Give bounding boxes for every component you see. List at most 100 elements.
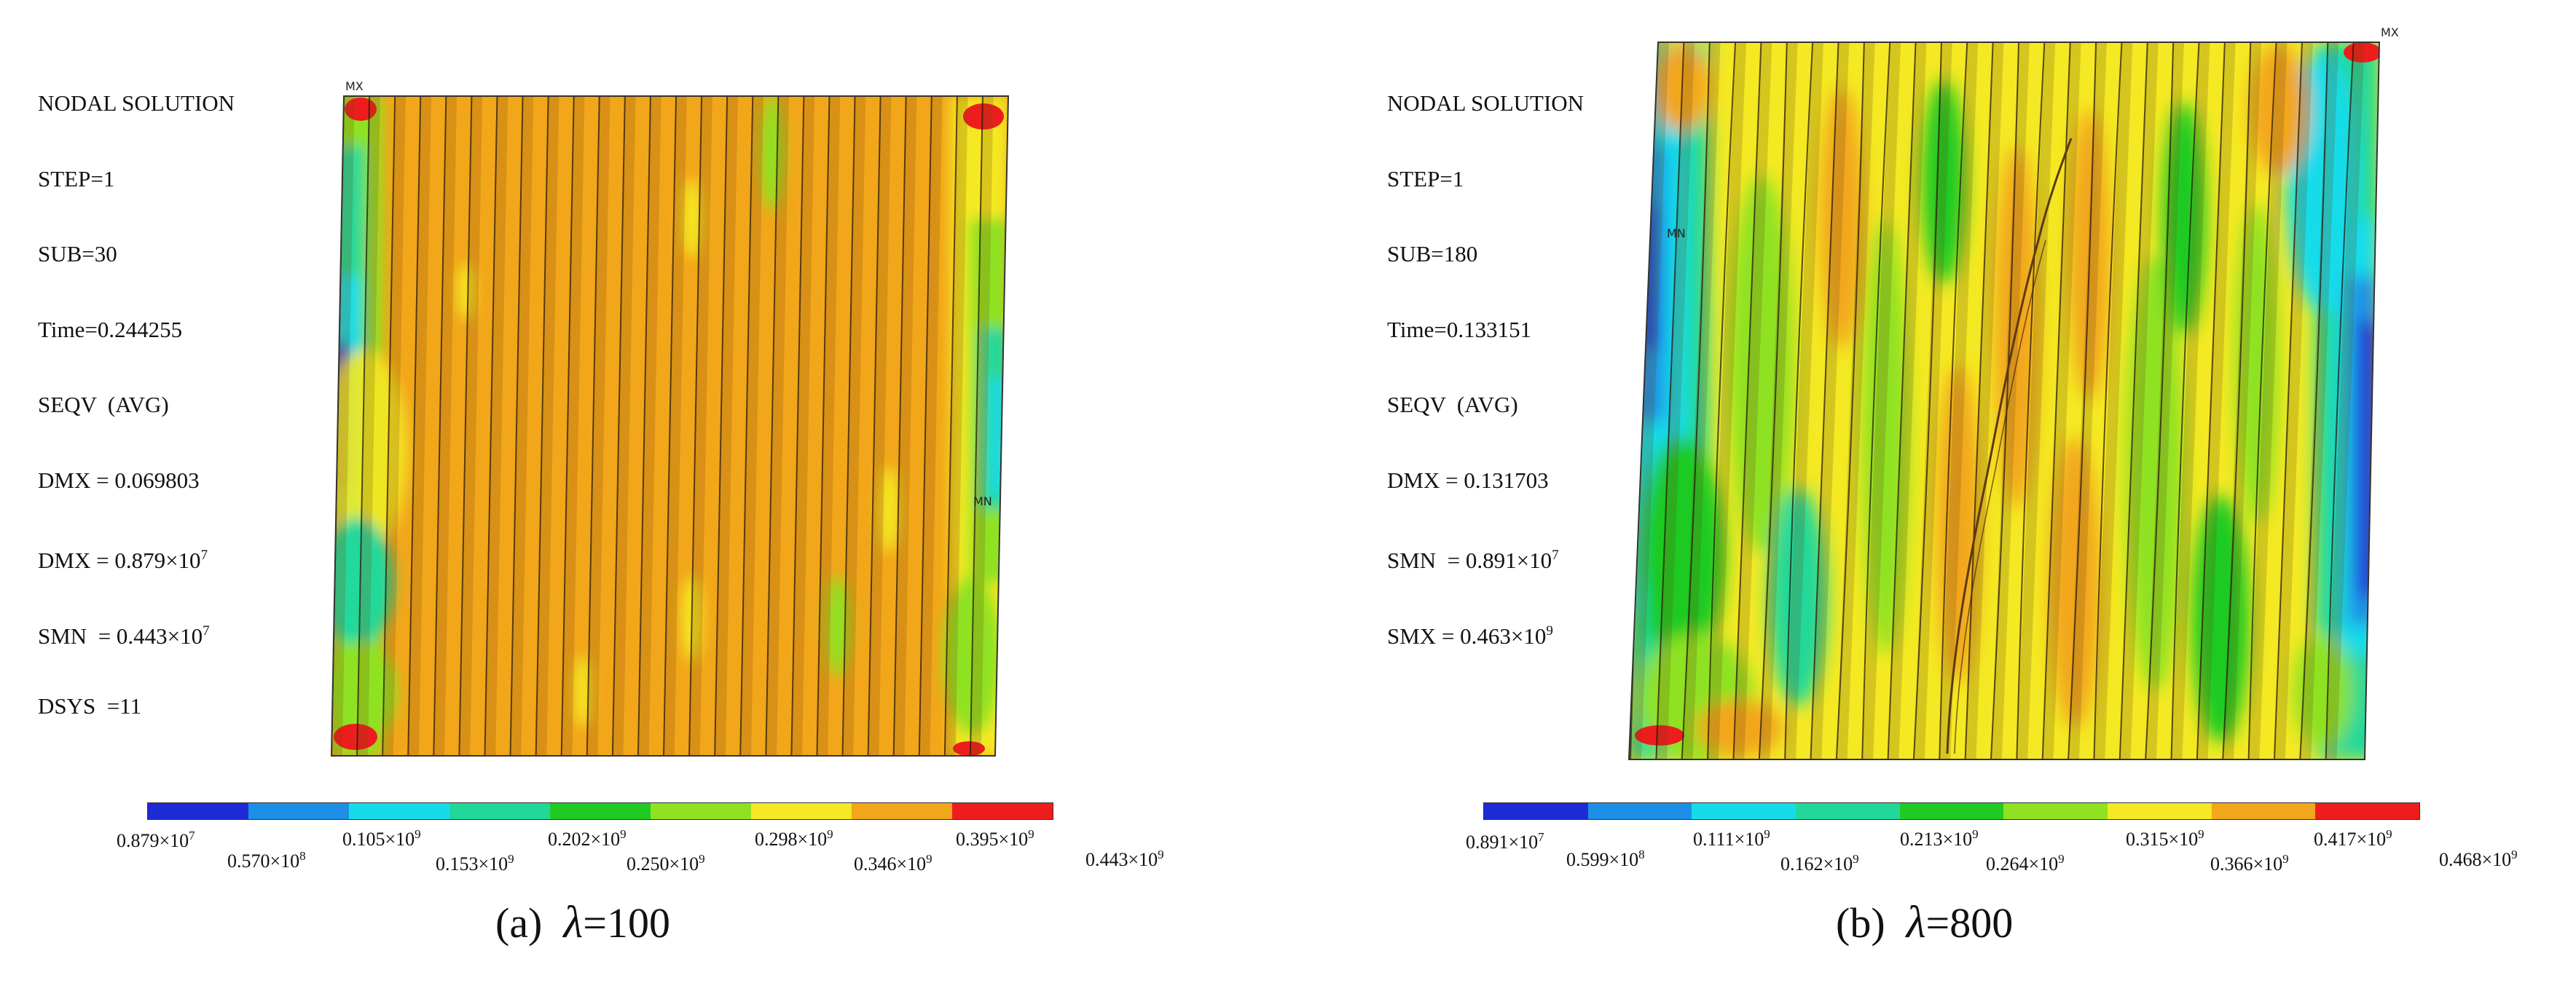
fiber-shade bbox=[459, 96, 483, 756]
legend-tick-b: 0.417×109 bbox=[2314, 827, 2392, 850]
fiber-shade bbox=[842, 96, 866, 756]
info-line: SEQV (AVG) bbox=[1387, 392, 1518, 417]
fiber-shade bbox=[1630, 42, 1669, 759]
lambda-symbol: λ bbox=[1906, 898, 1926, 947]
fiber-shade bbox=[2094, 42, 2133, 759]
fiber-line bbox=[1939, 42, 1968, 759]
contour-field-a bbox=[331, 96, 1008, 756]
info-line: DMX = 0.131703 bbox=[1387, 467, 1549, 493]
panel-a: NODAL SOLUTION STEP=1 SUB=30 Time=0.2442… bbox=[38, 79, 1164, 947]
fiber-shade bbox=[1888, 42, 1927, 759]
fiber-line bbox=[663, 96, 677, 756]
fiber-line bbox=[1964, 42, 1994, 759]
fiber-line bbox=[611, 96, 626, 756]
plate-outline-b bbox=[1627, 42, 2381, 760]
fiber-shade bbox=[586, 96, 610, 756]
fiber-shade bbox=[1810, 42, 1850, 759]
plate-outline-a bbox=[330, 95, 1010, 757]
fiber-line bbox=[458, 96, 473, 756]
caption-b: (b) λ=800 bbox=[1836, 897, 2013, 949]
fiber-shade bbox=[1965, 42, 2004, 759]
legend-colorbar-b bbox=[1483, 802, 2420, 820]
info-line: Time=0.133151 bbox=[1387, 316, 1532, 342]
legend-swatch bbox=[651, 803, 751, 819]
fiber-line bbox=[509, 96, 524, 756]
legend-tick-b: 0.599×108 bbox=[1566, 848, 1645, 870]
legend-swatch bbox=[550, 803, 651, 819]
legend-swatch bbox=[148, 803, 248, 819]
fiber-shade bbox=[1759, 42, 1798, 759]
fiber-line bbox=[2068, 42, 2097, 759]
fiber-line bbox=[867, 96, 881, 756]
info-line: SMN = 0.891×107 bbox=[1387, 548, 1559, 573]
fiber-shade bbox=[766, 96, 790, 756]
fiber-shade bbox=[1681, 42, 1721, 759]
fiber-shade bbox=[868, 96, 892, 756]
info-line: DMX = 0.069803 bbox=[38, 467, 200, 493]
fiber-line bbox=[1784, 42, 1814, 759]
fiber-line bbox=[1887, 42, 1917, 759]
legend-swatch bbox=[952, 803, 1053, 819]
fiber-line bbox=[1990, 42, 2019, 759]
fiber-shade bbox=[664, 96, 687, 756]
fiber-shade bbox=[893, 96, 917, 756]
fiber-line bbox=[816, 96, 830, 756]
mx-label-a: MX bbox=[345, 79, 364, 93]
fiber-line bbox=[2222, 42, 2252, 759]
legend-swatch bbox=[2315, 803, 2420, 819]
info-line: SEQV (AVG) bbox=[38, 392, 169, 417]
stress-contour-plate-a: MX MN bbox=[330, 79, 1010, 757]
fiber-shade bbox=[2223, 42, 2262, 759]
info-line: SMX = 0.463×109 bbox=[1387, 623, 1553, 649]
fiber-line bbox=[1810, 42, 1839, 759]
fiber-shade bbox=[357, 96, 380, 756]
fiber-line bbox=[1758, 42, 1788, 759]
fiber-shade bbox=[944, 96, 968, 756]
fiber-line bbox=[356, 96, 371, 756]
fiber-line bbox=[688, 96, 703, 756]
fiber-shade bbox=[919, 96, 943, 756]
fiber-line bbox=[2273, 42, 2303, 759]
legend-tick-a: 0.443×109 bbox=[1085, 848, 1164, 870]
fiber-shade bbox=[433, 96, 458, 756]
stress-contour-plate-b: MX MN bbox=[1627, 25, 2399, 760]
fiber-shade bbox=[2196, 42, 2236, 759]
fiber-line bbox=[407, 96, 422, 756]
legend-swatch bbox=[449, 803, 550, 819]
fiber-line bbox=[2041, 42, 2071, 759]
fiber-line bbox=[1912, 42, 1942, 759]
legend-tick-b: 0.315×109 bbox=[2126, 827, 2204, 850]
fiber-line bbox=[1681, 42, 1711, 759]
fiber-shade bbox=[970, 96, 994, 756]
fiber-line bbox=[484, 96, 498, 756]
fiber-shade bbox=[2171, 42, 2210, 759]
legend-swatch bbox=[2211, 803, 2316, 819]
fiber-shade bbox=[331, 96, 355, 756]
info-block-b: NODAL SOLUTION STEP=1 SUB=180 Time=0.133… bbox=[1387, 41, 1584, 694]
legend-swatch bbox=[1484, 803, 1588, 819]
fiber-line bbox=[2118, 42, 2148, 759]
fiber-shade bbox=[715, 96, 738, 756]
info-line: SMN = 0.443×107 bbox=[38, 623, 210, 649]
fiber-line bbox=[1655, 42, 1685, 759]
fiber-shade bbox=[1656, 42, 1695, 759]
legend-tick-b: 0.162×109 bbox=[1780, 852, 1859, 875]
legend-swatch bbox=[1899, 803, 2004, 819]
fiber-line bbox=[1835, 42, 1865, 759]
fiber-line bbox=[433, 96, 447, 756]
info-line: DMX = 0.879×107 bbox=[38, 548, 208, 573]
fiber-shade bbox=[740, 96, 763, 756]
legend-tick-b: 0.213×109 bbox=[1900, 827, 1979, 850]
legend-tick-a: 0.202×109 bbox=[548, 827, 627, 850]
fiber-line bbox=[2170, 42, 2200, 759]
legend-swatch bbox=[751, 803, 852, 819]
info-line: STEP=1 bbox=[1387, 165, 1464, 192]
fiber-line bbox=[382, 96, 396, 756]
contour-field-b bbox=[1629, 42, 2379, 759]
fiber-shade bbox=[1991, 42, 2030, 759]
fiber-shade bbox=[535, 96, 559, 756]
caption-value: =800 bbox=[1925, 899, 2014, 947]
fiber-line bbox=[714, 96, 729, 756]
fiber-shade bbox=[2274, 42, 2313, 759]
fiber-shade bbox=[689, 96, 712, 756]
